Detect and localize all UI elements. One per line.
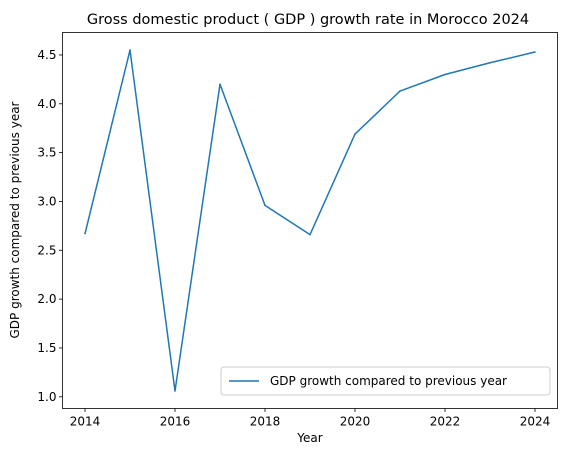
data-point (489, 61, 491, 64)
data-point (534, 51, 536, 53)
y-tick-label: 4.0 (37, 97, 56, 111)
x-tick-label: 2016 (160, 415, 191, 429)
y-tick-label: 2.0 (37, 292, 56, 306)
data-point (354, 133, 356, 135)
y-tick-label: 1.0 (37, 390, 56, 404)
x-tick-label: 2024 (520, 415, 551, 429)
y-tick-label: 1.5 (37, 341, 56, 355)
data-point (444, 73, 446, 76)
y-tick-label: 3.0 (37, 194, 56, 208)
data-point (84, 232, 86, 235)
series-layer (84, 49, 536, 392)
plot-frame (62, 32, 558, 409)
x-axis-title: Year (296, 431, 322, 445)
data-point (174, 390, 176, 392)
data-point (264, 204, 266, 207)
x-tick-label: 2020 (340, 415, 371, 429)
y-axis-title: GDP growth compared to previous year (8, 101, 22, 338)
y-tick-label: 4.5 (37, 48, 56, 62)
chart-title: Gross domestic product ( GDP ) growth ra… (87, 12, 529, 28)
y-axis: 1.0 1.5 2.0 2.5 3.0 3.5 4.0 4.5 (37, 48, 63, 404)
legend: GDP growth compared to previous year (220, 366, 551, 396)
data-point (129, 49, 131, 51)
y-tick-label: 2.5 (37, 243, 56, 257)
series-line (84, 49, 536, 392)
data-point (309, 233, 311, 236)
legend-box (220, 366, 551, 396)
x-tick-label: 2014 (70, 415, 101, 429)
data-point (219, 83, 221, 86)
y-tick-label: 3.5 (37, 146, 56, 160)
x-tick-label: 2022 (430, 415, 461, 429)
legend-label: GDP growth compared to previous year (270, 374, 507, 388)
x-axis: 2014 2016 2018 2020 2022 2024 (70, 408, 551, 429)
data-point (399, 90, 401, 92)
x-tick-label: 2018 (250, 415, 281, 429)
